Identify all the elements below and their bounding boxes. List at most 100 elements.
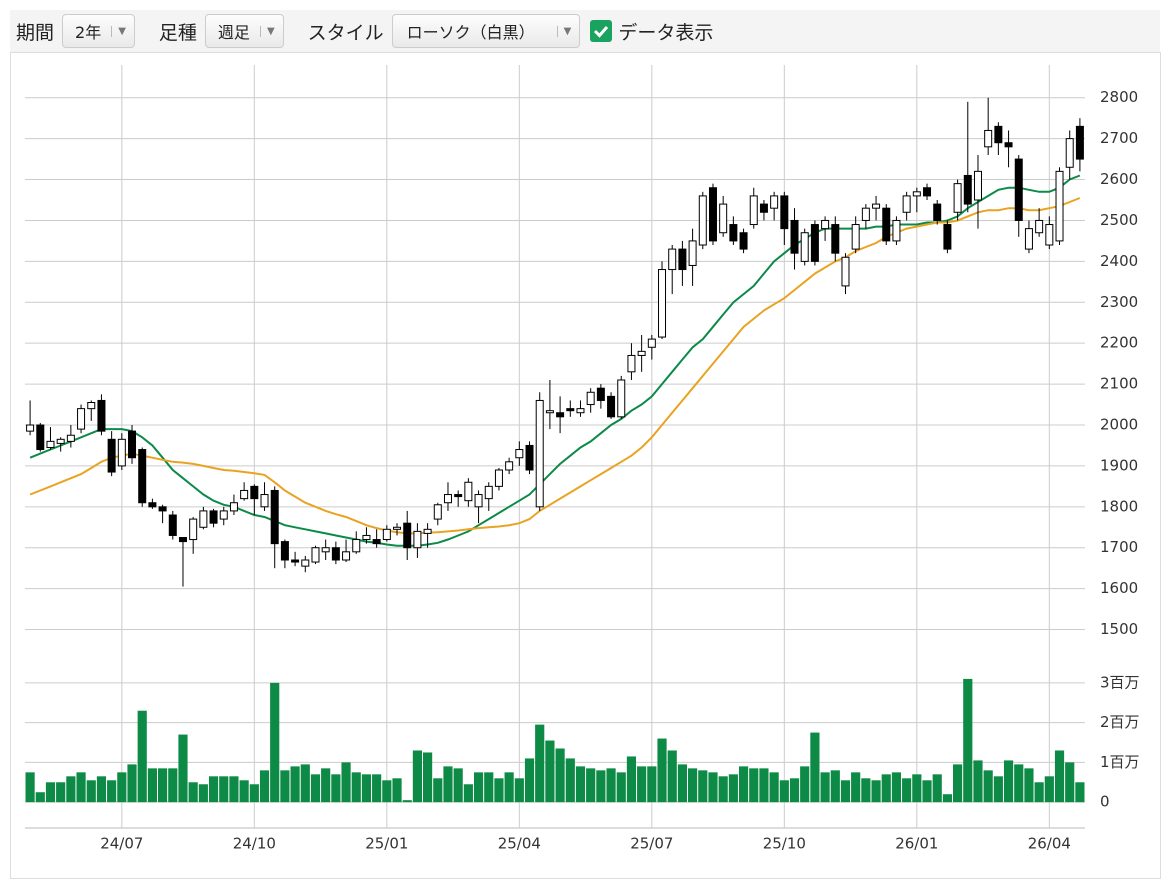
candle-body <box>821 219 830 230</box>
y-tick-label: 1800 <box>1100 497 1138 515</box>
candle-body <box>291 559 300 563</box>
volume-bar <box>168 768 178 803</box>
candle-body <box>729 224 738 242</box>
volume-bar <box>942 794 952 803</box>
y-tick-label: 1700 <box>1100 538 1138 556</box>
x-tick-label: 25/01 <box>365 835 408 853</box>
x-tick-label: 24/10 <box>233 835 276 853</box>
volume-bar <box>535 724 545 803</box>
candle-body <box>36 424 45 451</box>
volume-bar <box>1014 764 1024 803</box>
period-select[interactable]: 2年 ▼ <box>62 14 135 48</box>
candle-body <box>739 232 748 250</box>
volume-bar <box>820 772 830 803</box>
y-tick-label: 0 <box>1100 793 1110 811</box>
volume-bar <box>1003 760 1014 803</box>
y-tick-label: 2800 <box>1100 88 1138 106</box>
volume-bar <box>463 784 473 803</box>
volume-bar <box>851 772 861 803</box>
volume-bar <box>932 774 942 803</box>
candle-body <box>556 412 565 418</box>
volume-bar <box>45 782 56 803</box>
arrow: ▼ <box>556 25 571 37</box>
arrow: ▼ <box>111 25 126 37</box>
checkbox[interactable] <box>590 20 613 42</box>
x-tick-label: 25/10 <box>763 835 806 853</box>
volume-bar <box>596 770 606 803</box>
candle-body <box>637 350 646 356</box>
candle-body <box>831 224 840 254</box>
volume-bar <box>810 732 820 803</box>
moving-average <box>29 197 1081 535</box>
volume-bar <box>504 772 514 803</box>
candle-body <box>607 395 616 418</box>
volume-bar <box>973 760 983 803</box>
candle-body <box>861 207 870 221</box>
volume-bar <box>728 774 738 803</box>
candle-body <box>535 399 544 508</box>
candle-body <box>902 195 911 213</box>
candle-body <box>1075 125 1084 160</box>
candle-body <box>240 489 249 500</box>
volume-bar <box>392 778 402 803</box>
volume-bar <box>270 682 280 803</box>
candle-body <box>423 528 432 534</box>
candle-body <box>342 551 351 561</box>
candle-body <box>352 539 361 553</box>
candle-body <box>647 338 656 348</box>
candle-body <box>1024 228 1033 250</box>
candle-body <box>128 430 137 459</box>
candle-body <box>515 449 524 459</box>
candle-body <box>382 528 391 541</box>
value: ローソク（白黒） <box>406 23 535 42</box>
y-tick-label: 2700 <box>1100 129 1138 147</box>
style-select[interactable]: ローソク（白黒） ▼ <box>391 14 581 48</box>
volume-bar <box>290 766 300 803</box>
volume-bar <box>749 768 759 803</box>
volume-bar <box>514 778 524 803</box>
volume-bar <box>800 766 810 803</box>
volume-bar <box>321 768 331 803</box>
y-tick-label: 1百万 <box>1100 753 1140 771</box>
volume-bar <box>1024 768 1034 803</box>
volume-bar <box>1034 782 1044 803</box>
candle-body <box>260 494 269 508</box>
value: 週足 <box>217 23 250 42</box>
candle-body <box>311 547 320 563</box>
volume-bar <box>1075 782 1085 803</box>
candle-body <box>719 203 728 234</box>
candle-body <box>413 530 422 549</box>
candle-body <box>943 224 952 250</box>
volume-bar <box>1065 762 1075 803</box>
y-tick-label: 1500 <box>1100 620 1138 638</box>
y-tick-label: 2000 <box>1100 416 1138 434</box>
type-select[interactable]: 週足 ▼ <box>204 14 284 48</box>
candle-body <box>994 125 1003 144</box>
candle-body <box>158 506 167 512</box>
candle-body <box>403 522 412 549</box>
volume-bar <box>565 758 575 803</box>
volume-bar <box>912 774 922 803</box>
volume-bar <box>708 772 718 803</box>
volume-bar <box>861 778 871 803</box>
candle-body <box>923 187 932 197</box>
volume-bar <box>494 778 504 803</box>
volume-bar <box>259 770 270 803</box>
volume-bar <box>107 780 117 803</box>
y-tick-label: 2百万 <box>1100 713 1140 731</box>
volume-bar <box>616 772 626 803</box>
volume-bar <box>871 780 881 803</box>
candle-body <box>219 510 228 520</box>
volume-bar <box>1054 750 1065 803</box>
candle-body <box>627 354 636 373</box>
candle-body <box>301 559 310 567</box>
candle-body <box>484 485 493 500</box>
volume-bar <box>341 762 351 803</box>
candle-body <box>912 191 921 197</box>
label: スタイル <box>307 21 384 44</box>
candle-body <box>148 502 157 508</box>
volume-bar <box>963 678 973 803</box>
volume-bar <box>779 780 789 803</box>
x-tick-label: 26/04 <box>1028 835 1071 853</box>
